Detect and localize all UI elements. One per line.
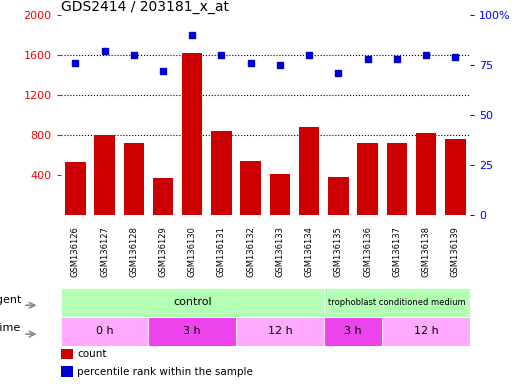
Text: time: time [0, 323, 21, 333]
Bar [61, 317, 148, 346]
Bar [61, 288, 324, 317]
Bar [211, 131, 232, 215]
Bar [65, 162, 86, 215]
Text: GSM136135: GSM136135 [334, 226, 343, 277]
Text: percentile rank within the sample: percentile rank within the sample [77, 366, 253, 377]
Text: control: control [173, 297, 212, 308]
Bar [61, 349, 73, 359]
Text: GSM136137: GSM136137 [392, 226, 401, 277]
Text: 3 h: 3 h [344, 326, 362, 336]
Bar [124, 143, 144, 215]
Text: count: count [77, 349, 107, 359]
Text: GSM136138: GSM136138 [421, 226, 430, 277]
Bar [324, 288, 470, 317]
Bar [236, 317, 324, 346]
Bar [299, 127, 319, 215]
Text: GSM136134: GSM136134 [305, 226, 314, 277]
Text: GSM136129: GSM136129 [158, 226, 167, 277]
Text: GSM136133: GSM136133 [276, 226, 285, 277]
Bar [357, 143, 378, 215]
Bar [61, 366, 73, 377]
Bar [416, 133, 436, 215]
Bar [386, 143, 407, 215]
Bar [240, 161, 261, 215]
Text: agent: agent [0, 295, 21, 305]
Text: GSM136131: GSM136131 [217, 226, 226, 277]
Text: 3 h: 3 h [183, 326, 201, 336]
Text: trophoblast conditioned medium: trophoblast conditioned medium [328, 298, 466, 307]
Text: 12 h: 12 h [414, 326, 438, 336]
Text: 0 h: 0 h [96, 326, 114, 336]
Bar [270, 174, 290, 215]
Text: GSM136127: GSM136127 [100, 226, 109, 277]
Bar [148, 317, 236, 346]
Text: GSM136132: GSM136132 [246, 226, 255, 277]
Bar [95, 135, 115, 215]
Bar [445, 139, 466, 215]
Text: GDS2414 / 203181_x_at: GDS2414 / 203181_x_at [61, 0, 229, 14]
Bar [153, 178, 173, 215]
Text: GSM136130: GSM136130 [188, 226, 197, 277]
Bar [328, 177, 348, 215]
Text: GSM136126: GSM136126 [71, 226, 80, 277]
Bar [324, 317, 382, 346]
Text: GSM136136: GSM136136 [363, 226, 372, 277]
Bar [382, 317, 470, 346]
Text: 12 h: 12 h [268, 326, 293, 336]
Text: GSM136128: GSM136128 [129, 226, 138, 277]
Bar [182, 53, 202, 215]
Text: GSM136139: GSM136139 [451, 226, 460, 277]
